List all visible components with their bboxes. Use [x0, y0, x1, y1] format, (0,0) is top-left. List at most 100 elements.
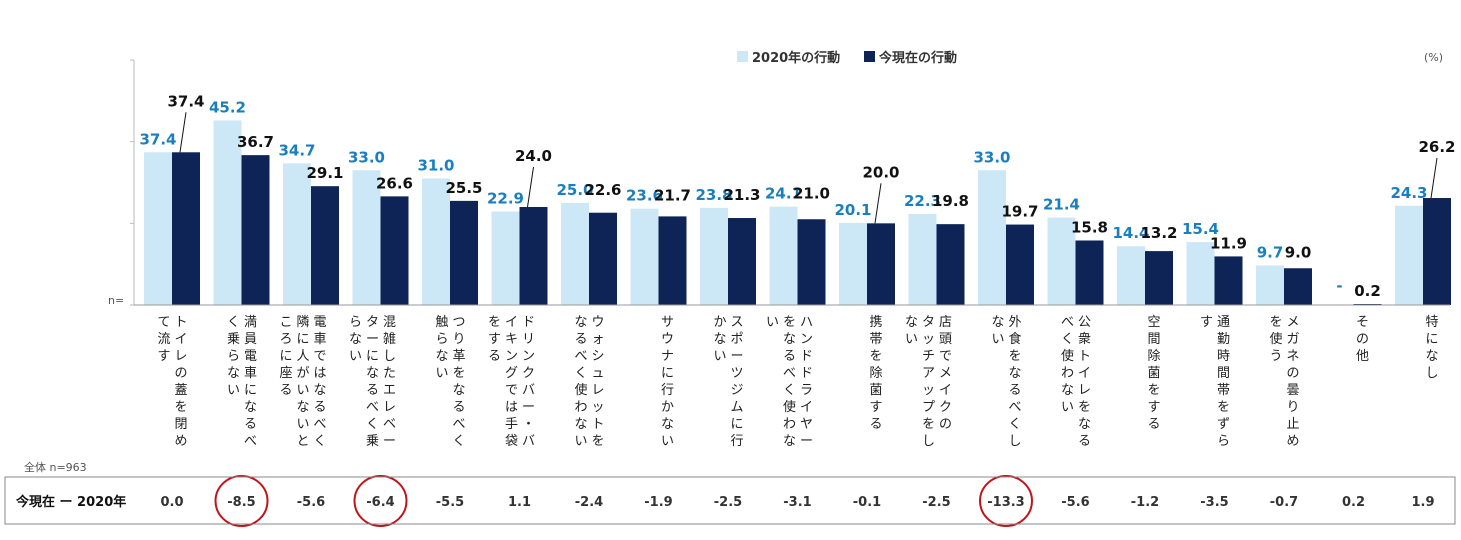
- diff-value: -1.9: [644, 495, 672, 510]
- category-label-char: 乗: [366, 434, 379, 449]
- category-label-char: り: [1286, 400, 1299, 415]
- bar-now: [867, 223, 895, 305]
- category-label-char: か: [661, 400, 674, 415]
- category-label-char: 電: [244, 349, 257, 364]
- category-label-char: ト: [1078, 349, 1091, 364]
- category-label-char: べ: [574, 349, 587, 364]
- legend-swatch-2020: [737, 51, 748, 62]
- category-label-char: レ: [591, 383, 604, 398]
- bar-now: [1145, 251, 1173, 305]
- data-label-now: 37.4: [167, 92, 204, 110]
- category-label-char: 隣: [296, 314, 309, 330]
- legend-label-2020: 2020年の行動: [752, 50, 840, 66]
- category-label-char: る: [244, 417, 257, 432]
- category-label-char: は: [313, 366, 326, 381]
- bar-now: [311, 186, 339, 305]
- category-label-char: う: [1269, 349, 1282, 364]
- category-label-char: な: [1061, 383, 1074, 398]
- category-label-char: リ: [522, 332, 535, 347]
- category-label-char: す: [488, 332, 501, 347]
- diff-value: -2.5: [714, 495, 742, 510]
- category-label-char: ら: [349, 315, 362, 330]
- category-label-char: 時: [1217, 349, 1230, 364]
- category-label-char: い: [661, 434, 674, 449]
- category-label-char: ー: [366, 332, 379, 347]
- category-label-char: る: [1078, 434, 1091, 449]
- category-label-char: ハ: [800, 315, 813, 330]
- bar-now: [728, 218, 756, 305]
- data-label-leader: [874, 183, 882, 224]
- category-label-char: 空: [1147, 315, 1160, 330]
- category-label-char: の: [1286, 366, 1299, 381]
- data-label-2020: 34.7: [278, 141, 315, 159]
- category-label-char: を: [174, 400, 187, 415]
- category-label-char: を: [869, 349, 882, 364]
- category-label-char: 車: [244, 366, 257, 381]
- category-label-char: で: [939, 349, 952, 364]
- category-label-char: 除: [869, 366, 882, 381]
- bar-now: [380, 196, 409, 305]
- category-label-char: の: [1356, 332, 1369, 347]
- category-label-char: ツ: [730, 366, 743, 381]
- data-label-2020: 37.4: [139, 130, 176, 148]
- data-label-now: 20.0: [862, 163, 899, 181]
- category-label-char: 蓋: [174, 383, 187, 398]
- data-label-now: 0.2: [1354, 282, 1381, 300]
- category-label-char: を: [488, 315, 501, 330]
- category-label-char: に: [1425, 332, 1438, 347]
- bar-now: [1075, 240, 1104, 305]
- category-label-char: な: [661, 417, 674, 432]
- category-label-char: ナ: [661, 349, 674, 364]
- diff-table-frame: [4, 476, 1456, 525]
- data-label-2020: 45.2: [209, 98, 246, 116]
- category-label-char: い: [349, 349, 362, 364]
- category-label-char: わ: [783, 417, 796, 432]
- category-label-char: ウ: [591, 315, 604, 330]
- diff-value: -2.4: [575, 495, 603, 510]
- category-label-char: チ: [922, 349, 935, 364]
- category-label-char: い: [227, 383, 240, 398]
- bar-now: [241, 155, 270, 305]
- category-label-char: 混: [383, 315, 396, 330]
- category-label-char: い: [296, 383, 309, 398]
- category-label-char: を: [1147, 383, 1160, 398]
- category-label-char: 特: [1425, 315, 1438, 330]
- category-label-char: わ: [574, 400, 587, 415]
- bar-now: [519, 207, 548, 305]
- highlight-circle: [979, 475, 1033, 527]
- data-label-leader: [527, 166, 534, 208]
- category-label-char: し: [383, 349, 396, 364]
- bar-2020: [491, 211, 520, 305]
- category-label-char: な: [713, 332, 726, 347]
- category-label-char: に: [366, 349, 379, 364]
- bar-2020: [630, 208, 659, 305]
- category-label-char: ら: [1217, 434, 1230, 449]
- diff-row-header: 今現在 ー 2020年: [15, 494, 126, 510]
- category-label-char: な: [574, 315, 587, 330]
- category-label-char: サ: [661, 315, 674, 330]
- category-label-char: 通: [1217, 315, 1230, 330]
- category-label-char: を: [452, 366, 465, 381]
- category-label-char: な: [296, 400, 309, 415]
- bar-now: [589, 212, 617, 305]
- category-label-char: な: [435, 349, 448, 364]
- category-label-char: ッ: [591, 400, 604, 415]
- category-label-char: ン: [522, 349, 535, 364]
- category-label-char: 車: [313, 332, 326, 347]
- category-label-char: 人: [296, 349, 309, 364]
- category-label-char: し: [922, 434, 935, 449]
- diff-value: -0.1: [853, 495, 881, 510]
- category-label-char: め: [1286, 434, 1299, 449]
- diff-value: 0.0: [160, 495, 183, 510]
- data-label-now: 21.7: [654, 187, 691, 205]
- bar-now: [936, 224, 965, 305]
- category-label-char: な: [349, 332, 362, 347]
- category-label-char: 使: [1061, 348, 1074, 364]
- highlight-circle: [353, 475, 408, 527]
- category-label-char: 員: [244, 332, 257, 347]
- category-label-char: る: [783, 349, 796, 364]
- category-label-char: 店: [939, 315, 952, 330]
- bar-now: [1423, 198, 1451, 305]
- category-label-char: ろ: [279, 332, 292, 347]
- category-label-char: シ: [591, 349, 604, 364]
